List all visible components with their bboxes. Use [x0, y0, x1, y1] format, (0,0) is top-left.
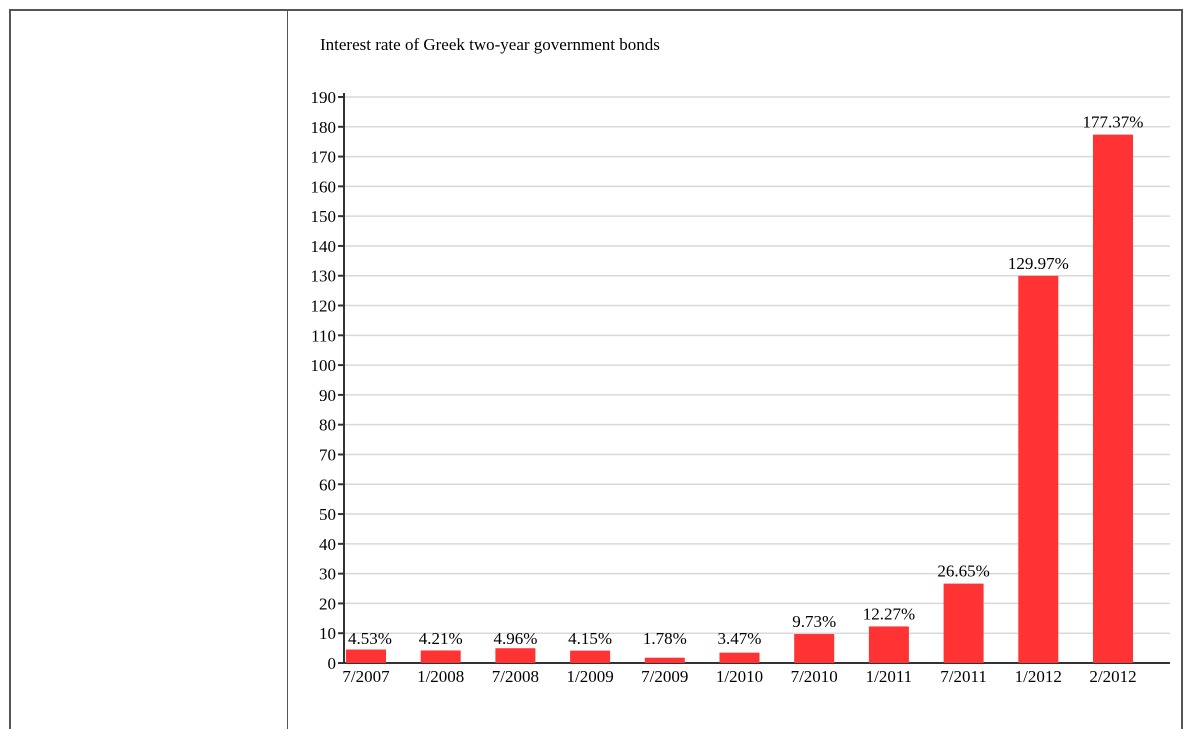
x-tick-label: 2/2012 — [1089, 667, 1136, 686]
data-label: 9.73% — [792, 612, 836, 631]
data-label: 177.37% — [1083, 113, 1144, 132]
data-label: 4.21% — [419, 629, 463, 648]
data-label: 26.65% — [937, 562, 989, 581]
data-label: 1.78% — [643, 629, 687, 648]
bar — [868, 626, 909, 663]
y-tick-label: 0 — [328, 654, 337, 673]
y-tick-label: 10 — [319, 624, 336, 643]
bar — [495, 648, 536, 663]
bar — [644, 657, 685, 663]
y-tick-label: 170 — [311, 148, 337, 167]
left-column — [11, 11, 288, 729]
x-tick-label: 7/2009 — [641, 667, 688, 686]
y-tick-label: 30 — [319, 565, 336, 584]
y-tick-label: 50 — [319, 505, 336, 524]
y-tick-label: 60 — [319, 475, 336, 494]
x-tick-label: 1/2010 — [716, 667, 763, 686]
y-tick-label: 70 — [319, 445, 336, 464]
x-tick-label: 7/2008 — [492, 667, 539, 686]
bar — [719, 652, 760, 663]
x-tick-label: 1/2008 — [417, 667, 464, 686]
y-tick-label: 120 — [311, 297, 337, 316]
bar — [1093, 134, 1133, 664]
bar — [420, 650, 461, 663]
y-tick-label: 40 — [319, 535, 336, 554]
chart-title: Interest rate of Greek two-year governme… — [320, 35, 660, 54]
bar — [1018, 275, 1059, 663]
data-label: 3.47% — [718, 629, 762, 648]
x-tick-label: 1/2012 — [1015, 667, 1062, 686]
data-label: 4.96% — [493, 629, 537, 648]
data-label: 129.97% — [1008, 254, 1069, 273]
y-tick-label: 90 — [319, 386, 336, 405]
y-tick-label: 160 — [311, 177, 337, 196]
page-frame — [9, 9, 1183, 729]
y-tick-label: 130 — [311, 267, 337, 286]
x-tick-label: 1/2011 — [866, 667, 913, 686]
y-tick-label: 20 — [319, 594, 336, 613]
y-tick-label: 140 — [311, 237, 337, 256]
y-tick-label: 150 — [311, 207, 337, 226]
bar — [794, 634, 835, 663]
x-tick-label: 1/2009 — [566, 667, 613, 686]
data-label: 4.53% — [348, 629, 392, 648]
bar — [943, 583, 984, 663]
bar — [346, 649, 386, 663]
y-tick-label: 100 — [311, 356, 337, 375]
data-label: 12.27% — [863, 604, 915, 623]
bar — [570, 650, 611, 663]
y-tick-label: 180 — [311, 118, 337, 137]
y-tick-label: 190 — [311, 88, 337, 107]
y-tick-label: 80 — [319, 416, 336, 435]
y-tick-label: 110 — [311, 326, 336, 345]
x-tick-label: 7/2007 — [342, 667, 390, 686]
data-label: 4.15% — [568, 629, 612, 648]
x-tick-label: 7/2011 — [940, 667, 987, 686]
x-tick-label: 7/2010 — [791, 667, 838, 686]
